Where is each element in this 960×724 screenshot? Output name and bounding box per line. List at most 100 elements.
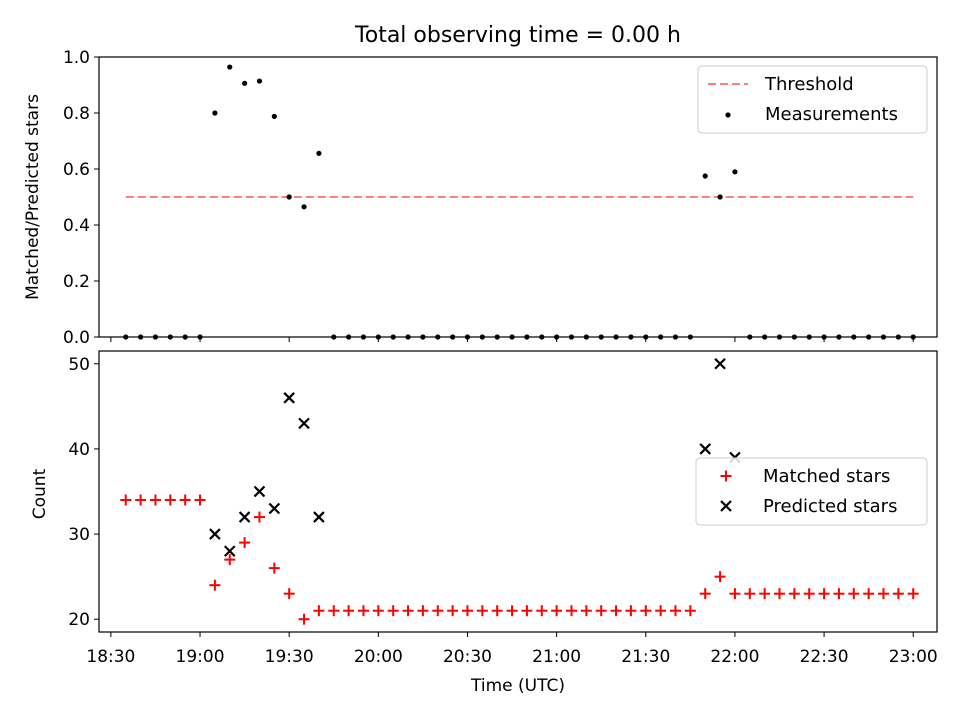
matched-point [655,605,667,617]
predicted-point [268,502,281,515]
matched-point [476,605,488,617]
matched-point [298,613,310,625]
matched-point [447,605,459,617]
matched-point [328,605,340,617]
matched-point [580,605,592,617]
predicted-point [283,392,295,404]
top-legend-box [697,65,928,134]
legend-matched-label: Matched stars [763,466,890,487]
predicted-point [298,417,310,430]
matched-point [283,588,295,600]
predicted-point-stroke [209,528,221,540]
matched-point [506,605,518,617]
measurement-point [212,110,218,116]
matched-point [209,579,221,591]
legend-predicted-marker [720,500,732,512]
measurement-point [316,150,322,156]
measurement-point [702,173,708,179]
predicted-point [238,511,251,523]
matched-point [610,605,622,617]
predicted-point-stroke [268,502,281,515]
legend-matched-marker [720,470,732,482]
matched-point [521,605,533,617]
bottom-legend-box [695,457,928,526]
bottom-ytick-label: 30 [68,525,90,545]
predicted-point [699,443,711,455]
predicted-point [313,511,325,523]
legend-measurements-swatch [725,112,731,118]
top-ylabel: Matched/Predicted stars [23,94,43,300]
top-frame [98,56,938,338]
legend-matched-swatch [720,470,732,482]
matched-point [565,605,577,617]
measurement-point [301,204,307,210]
top-ytick-label: 0.6 [63,160,90,180]
matched-point [268,562,280,574]
measurement-point [242,80,248,86]
matched-point [774,588,786,600]
bottom-xtick-label: 18:30 [86,647,135,667]
bottom-ytick-label: 50 [68,355,90,375]
matched-point [194,494,206,506]
predicted-point [223,545,236,557]
predicted-point [253,485,266,498]
matched-point [551,605,563,617]
measurement-point [732,169,738,175]
top-ytick-label: 0.2 [63,272,90,292]
bottom-xtick-label: 21:30 [621,647,670,667]
matched-point [387,605,399,617]
predicted-points [209,357,741,557]
bottom-xtick-label: 22:00 [710,647,759,667]
matched-point [833,588,845,600]
matched-point [669,605,681,617]
matched-point [729,588,741,600]
predicted-point-stroke [313,511,325,523]
legend-predicted-label: Predicted stars [763,496,897,517]
legend-threshold-label: Threshold [764,74,854,95]
matched-point [863,588,875,600]
matched-point [164,494,176,506]
matched-point [803,588,815,600]
matched-point [135,494,147,506]
top-yticks: 0.0 0.2 0.4 0.6 0.8 1.0 [63,48,99,348]
matched-point [239,537,251,549]
matched-point [491,605,503,617]
matched-point [120,494,132,506]
matched-point [179,494,191,506]
matched-point [818,588,830,600]
predicted-point-stroke [283,392,295,404]
predicted-point-stroke [298,417,310,430]
top-ytick-label: 1.0 [63,48,90,68]
bottom-xtick-label: 22:30 [800,647,849,667]
matched-point [744,588,756,600]
bottom-xtick-label: 20:00 [354,647,403,667]
predicted-point-stroke [699,443,711,455]
matched-point [149,494,161,506]
measurement-point [256,78,263,84]
measurement-point [271,113,277,119]
matched-point [684,605,696,617]
matched-point [536,605,548,617]
matched-point [892,588,904,600]
matched-point [625,605,637,617]
bottom-xtick-label: 19:30 [265,647,314,667]
top-ytick-label: 0.4 [63,216,90,236]
predicted-point [714,357,726,370]
measurement-point [286,194,292,200]
bottom-xlabel: Time (UTC) [470,676,565,696]
matched-point [417,605,429,617]
legend-predicted-swatch [720,500,732,512]
predicted-point-stroke [714,357,726,370]
matched-point [714,571,726,583]
bottom-yticks: 20 30 40 50 [68,355,99,630]
matched-point [461,605,473,617]
matched-point [640,605,652,617]
bottom-ytick-label: 40 [68,440,90,460]
measurement-point [227,64,233,70]
bottom-ylabel: Count [30,468,50,519]
matched-point [759,588,771,600]
bottom-xtick-label: 21:00 [532,647,581,667]
top-legend: Threshold Measurements [697,65,928,134]
bottom-xticks: 18:30 19:00 19:30 20:00 20:30 21:00 21:30 22:00… [86,632,938,667]
legend-predicted-marker-stroke [720,500,732,512]
